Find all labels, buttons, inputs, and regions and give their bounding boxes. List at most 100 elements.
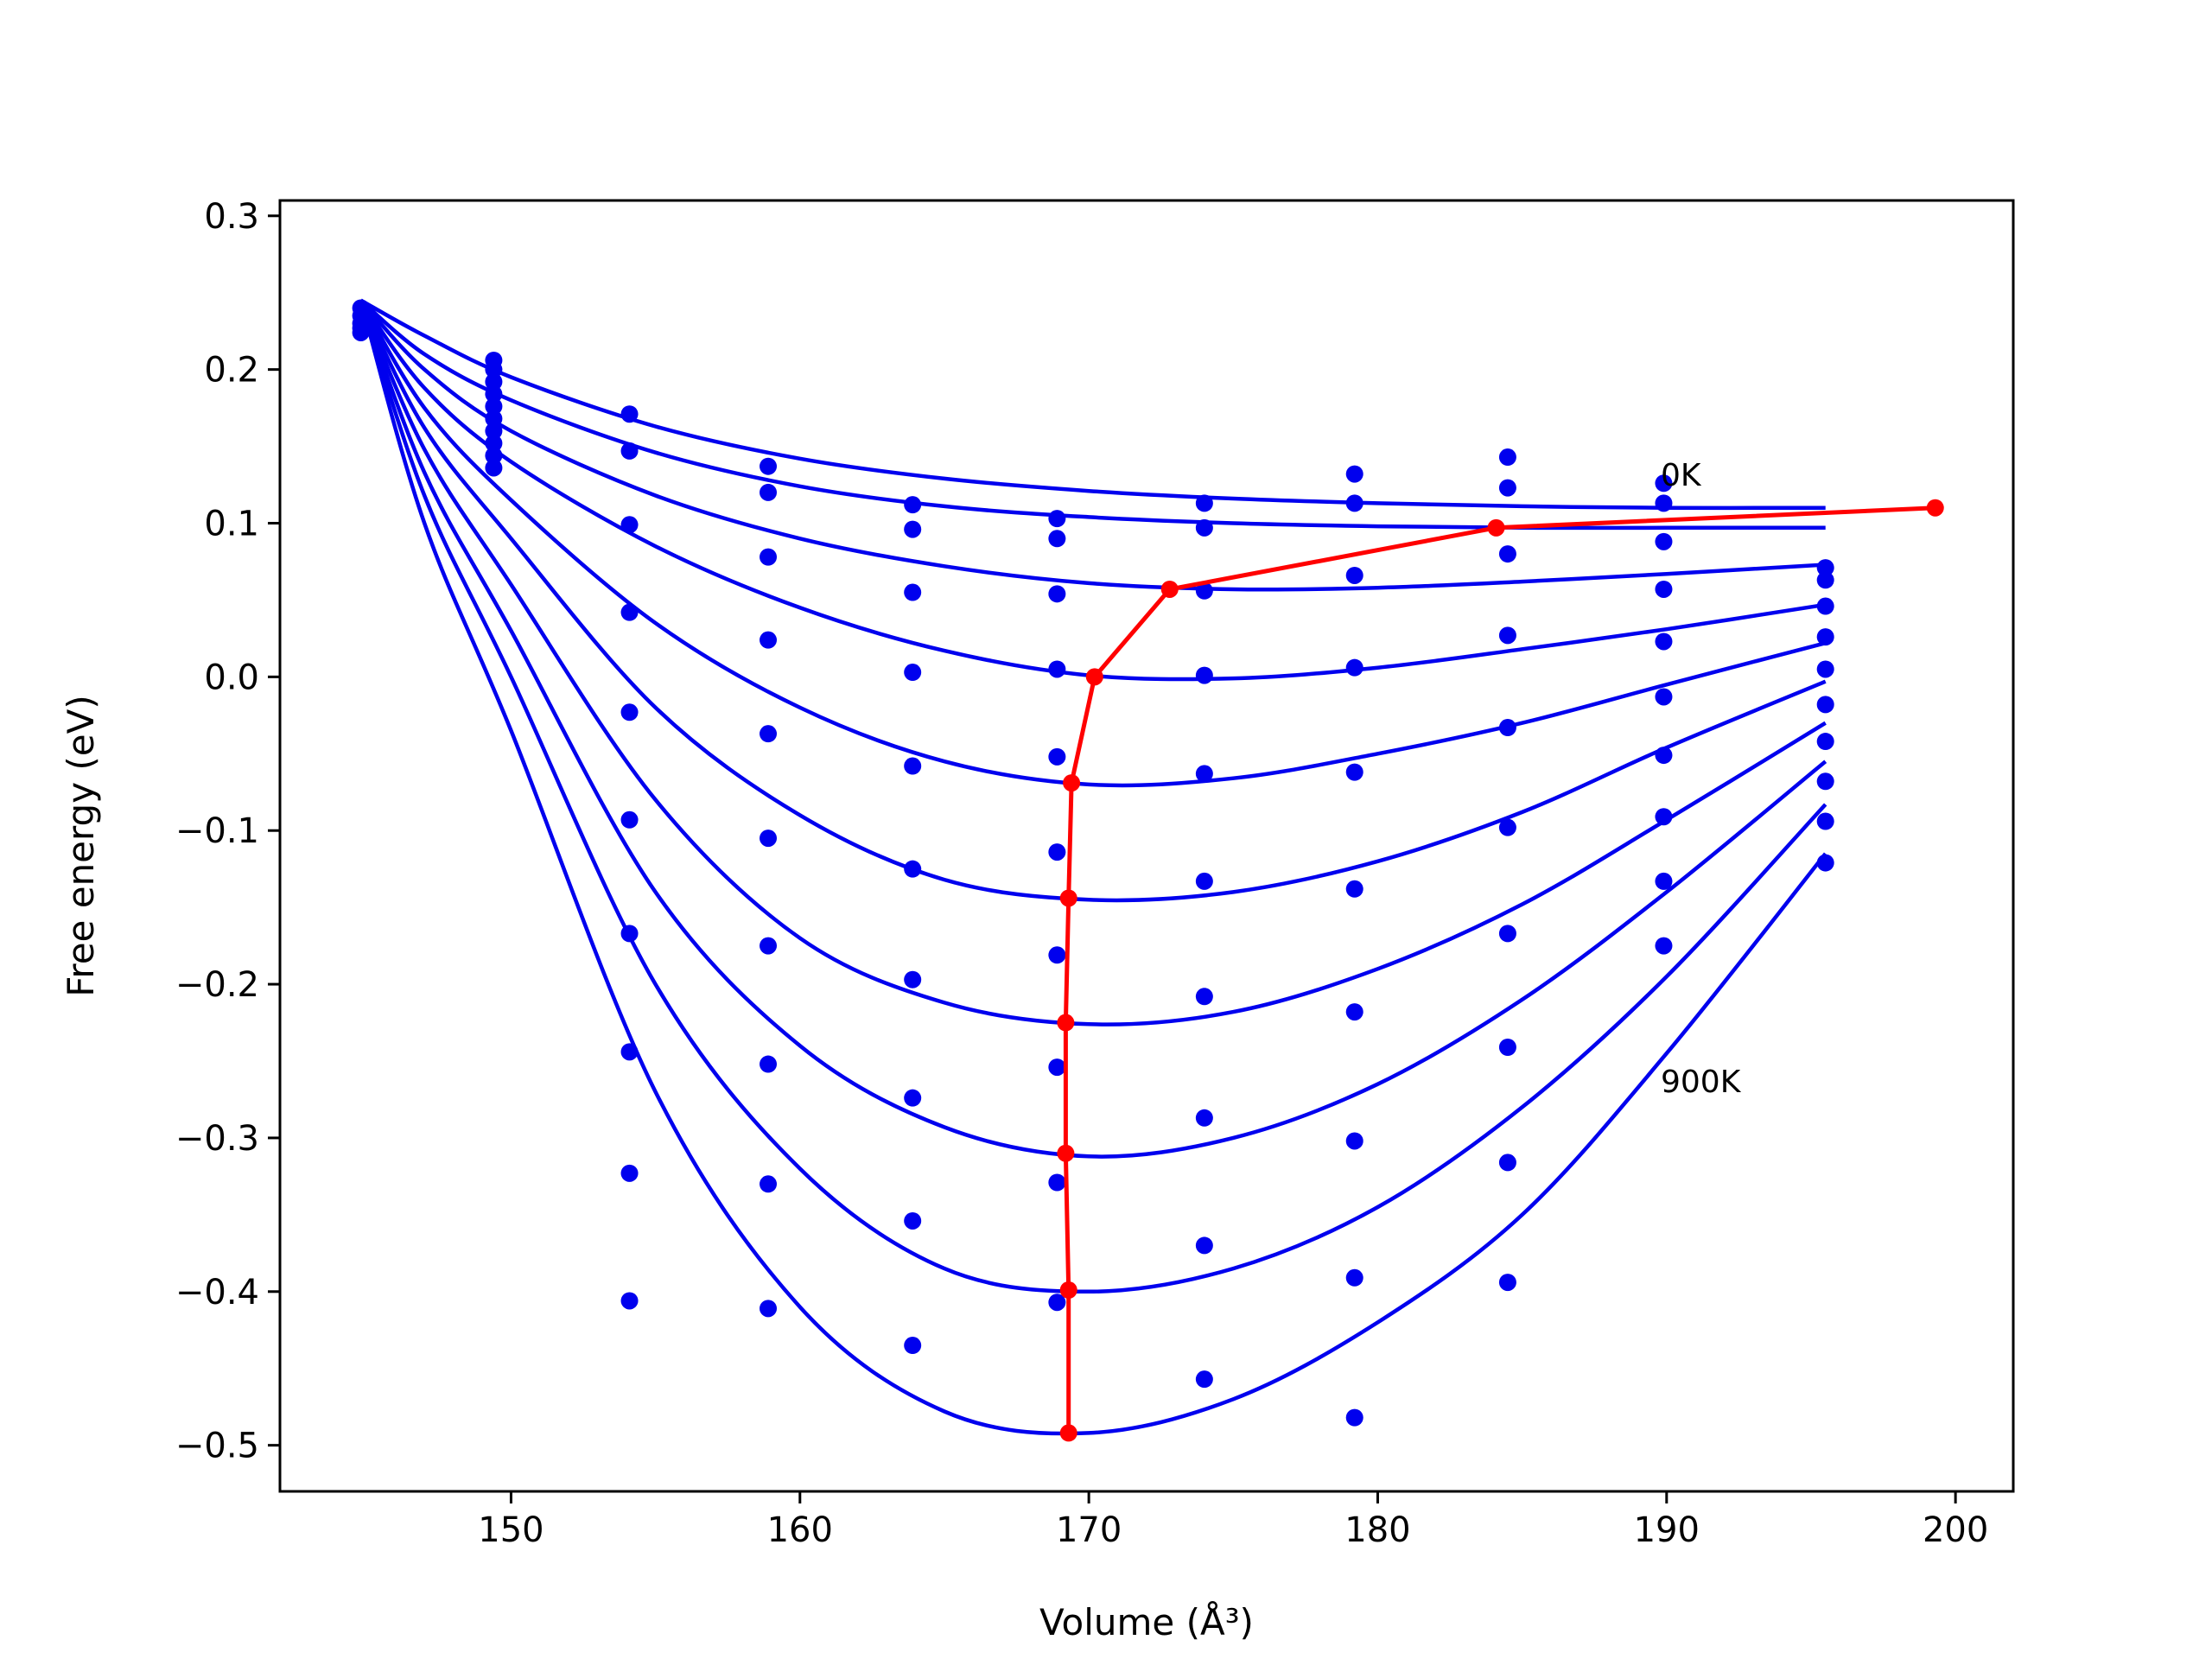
y-tick-label: −0.1	[175, 811, 259, 851]
minimum-path-point	[1926, 499, 1944, 517]
data-point	[1048, 585, 1066, 603]
data-point	[1195, 518, 1213, 537]
data-point	[1048, 1173, 1066, 1192]
data-point	[760, 631, 778, 649]
data-point	[904, 1089, 922, 1107]
minimum-path-point	[1059, 889, 1077, 907]
data-point	[1655, 494, 1673, 512]
y-tick-label: −0.3	[175, 1119, 259, 1159]
minimum-path-point	[1057, 1014, 1075, 1032]
data-point	[1195, 1236, 1213, 1255]
annotation-900k: 900K	[1661, 1065, 1742, 1100]
data-point	[1655, 580, 1673, 598]
data-point	[904, 1211, 922, 1230]
data-point	[1048, 946, 1066, 964]
data-point	[1345, 494, 1363, 512]
data-point	[760, 457, 778, 475]
minimum-path-point	[1059, 1424, 1077, 1442]
data-point	[1498, 479, 1516, 497]
data-point	[760, 937, 778, 955]
data-point	[485, 372, 503, 391]
data-point	[1655, 474, 1673, 493]
data-point	[760, 725, 778, 743]
data-point	[760, 830, 778, 848]
fit-curve-7	[359, 299, 1827, 1159]
data-point	[620, 516, 639, 534]
data-point	[1655, 808, 1673, 826]
data-point	[1345, 880, 1363, 898]
data-point	[1345, 658, 1363, 677]
fit-curve-5	[359, 299, 1827, 903]
fit-curve-9	[359, 299, 1827, 1436]
data-point	[1498, 818, 1516, 836]
fit-curve-3	[359, 299, 1827, 682]
data-point	[1816, 660, 1834, 678]
data-point	[1195, 666, 1213, 684]
y-tick-label: −0.5	[175, 1427, 259, 1466]
data-point	[1345, 1003, 1363, 1021]
data-point	[1195, 988, 1213, 1006]
data-point	[485, 422, 503, 440]
data-point	[1498, 626, 1516, 645]
y-tick-label: 0.0	[204, 658, 259, 697]
data-point	[1195, 1370, 1213, 1389]
x-tick-label: 180	[1344, 1510, 1410, 1550]
fit-curve-0	[359, 298, 1826, 511]
fit-curve-6	[359, 299, 1827, 1027]
data-point	[485, 360, 503, 378]
data-point	[1048, 747, 1066, 766]
data-point	[1816, 628, 1834, 646]
y-tick-label: 0.1	[204, 505, 259, 544]
data-point	[1816, 772, 1834, 791]
data-point	[1816, 597, 1834, 615]
data-point	[1048, 660, 1066, 678]
data-point	[1195, 872, 1213, 890]
data-point	[620, 1292, 639, 1310]
data-point	[1048, 1294, 1066, 1312]
data-point	[1345, 465, 1363, 483]
data-point	[352, 323, 370, 341]
data-point	[1048, 843, 1066, 861]
x-tick-label: 170	[1056, 1510, 1122, 1550]
data-point	[904, 664, 922, 682]
fit-curve-2	[359, 299, 1826, 592]
x-axis-label: Volume (Å³)	[1039, 1600, 1254, 1643]
y-tick-label: 0.3	[204, 197, 259, 237]
data-point	[1048, 530, 1066, 548]
data-point	[1195, 765, 1213, 783]
fit-curve-8	[359, 299, 1827, 1294]
data-point	[485, 385, 503, 404]
data-point	[1498, 545, 1516, 563]
x-axis: 150 160 170 180 190 200	[478, 1491, 1988, 1550]
data-point	[620, 703, 639, 721]
minimum-path-point	[1059, 1281, 1077, 1300]
data-point	[1345, 566, 1363, 584]
data-point	[1816, 696, 1834, 714]
data-point	[1195, 494, 1213, 512]
data-point	[620, 925, 639, 943]
data-point	[1655, 688, 1673, 706]
data-point	[760, 1175, 778, 1193]
plot-area	[352, 298, 1944, 1442]
data-point	[485, 435, 503, 453]
data-point	[904, 1337, 922, 1355]
data-point	[1655, 872, 1673, 890]
data-point	[620, 1164, 639, 1182]
y-axis: 0.3 0.2 0.1 0.0 −0.1 −0.2 −0.3 −0.4 −0.5	[175, 197, 280, 1466]
data-point	[620, 810, 639, 829]
minimum-path-point	[1160, 580, 1179, 598]
data-point	[1655, 937, 1673, 955]
data-point	[485, 447, 503, 465]
data-point	[620, 442, 639, 460]
y-axis-label: Free energy (eV)	[60, 695, 102, 997]
x-tick-label: 200	[1923, 1510, 1988, 1550]
data-point	[1345, 1408, 1363, 1427]
data-point	[904, 970, 922, 988]
minimum-path-point	[1063, 774, 1081, 792]
data-point	[760, 1055, 778, 1073]
data-point	[1345, 1268, 1363, 1287]
data-point	[1498, 1154, 1516, 1172]
fit-curve-4	[359, 299, 1827, 788]
x-tick-label: 150	[478, 1510, 543, 1550]
